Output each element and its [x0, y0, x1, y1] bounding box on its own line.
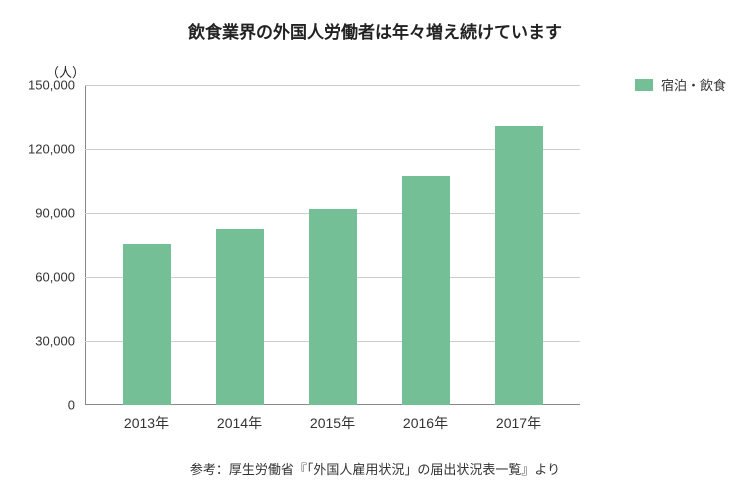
legend-label: 宿泊・飲食	[661, 75, 726, 94]
x-tick-label: 2016年	[402, 413, 450, 433]
legend-swatch	[635, 79, 653, 91]
bar	[216, 229, 264, 405]
bar	[495, 126, 543, 405]
x-labels-container: 2013年 2014年 2015年 2016年 2017年	[85, 405, 580, 433]
bar	[309, 209, 357, 405]
y-tick-label: 90,000	[35, 206, 75, 221]
x-tick-label: 2017年	[495, 413, 543, 433]
bar	[123, 244, 171, 405]
y-tick-label: 60,000	[35, 270, 75, 285]
chart-plot-area: 2013年2014年2015年2016年2017年 030,00060,0009…	[85, 85, 580, 405]
y-tick-label: 0	[68, 398, 75, 413]
source-citation: 参考：厚生労働省『「外国人雇用状況」の届出状況表一覧』より	[0, 459, 750, 478]
x-tick-label: 2013年	[123, 413, 171, 433]
legend: 宿泊・飲食	[635, 75, 726, 94]
x-tick-label: 2015年	[309, 413, 357, 433]
y-tick-label: 150,000	[28, 78, 75, 93]
y-tick-label: 30,000	[35, 334, 75, 349]
bar	[402, 176, 450, 405]
x-tick-label: 2014年	[216, 413, 264, 433]
chart-title: 飲食業界の外国人労働者は年々増え続けています	[0, 0, 750, 43]
y-tick-label: 120,000	[28, 142, 75, 157]
bars-container	[85, 85, 580, 405]
